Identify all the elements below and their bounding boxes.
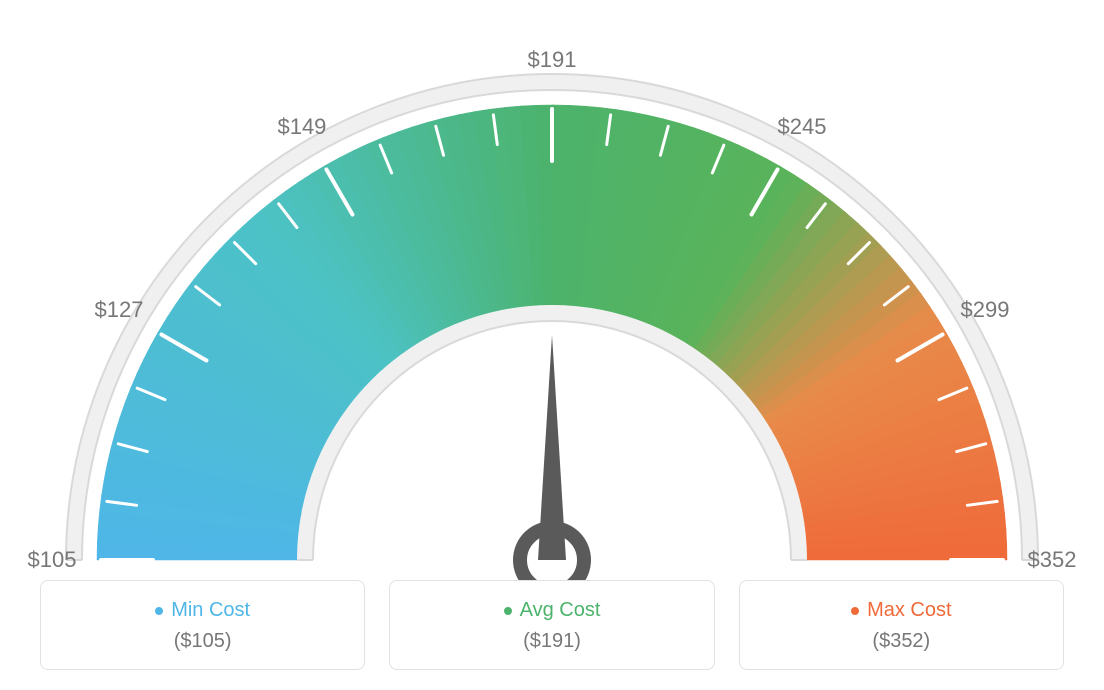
- legend-label: Avg Cost: [520, 599, 601, 622]
- legend-title-avg: Avg Cost: [504, 599, 601, 622]
- gauge-tick-label: $127: [95, 297, 144, 323]
- legend-label: Min Cost: [171, 599, 250, 622]
- legend-title-min: Min Cost: [155, 599, 250, 622]
- gauge-tick-label: $191: [528, 47, 577, 73]
- legend-row: Min Cost ($105) Avg Cost ($191) Max Cost…: [0, 580, 1104, 670]
- legend-card-min: Min Cost ($105): [40, 580, 365, 670]
- gauge-tick-label: $149: [277, 114, 326, 140]
- gauge-chart: $105$127$149$191$245$299$352: [0, 0, 1104, 560]
- gauge-tick-label: $105: [28, 547, 77, 573]
- legend-value-avg: ($191): [400, 630, 703, 653]
- legend-card-avg: Avg Cost ($191): [389, 580, 714, 670]
- legend-label: Max Cost: [867, 599, 951, 622]
- gauge-tick-label: $352: [1028, 547, 1077, 573]
- chart-container: $105 $127 $149 $191 $245 $299 $352 Min Cost ($…: [0, 0, 1104, 690]
- dot-icon: [851, 607, 859, 615]
- legend-title-max: Max Cost: [851, 599, 951, 622]
- dot-icon: [504, 607, 512, 615]
- gauge-svg: [22, 20, 1082, 580]
- gauge-tick-label: $245: [778, 114, 827, 140]
- legend-value-max: ($352): [750, 630, 1053, 653]
- dot-icon: [155, 607, 163, 615]
- legend-value-min: ($105): [51, 630, 354, 653]
- gauge-tick-label: $299: [961, 297, 1010, 323]
- legend-card-max: Max Cost ($352): [739, 580, 1064, 670]
